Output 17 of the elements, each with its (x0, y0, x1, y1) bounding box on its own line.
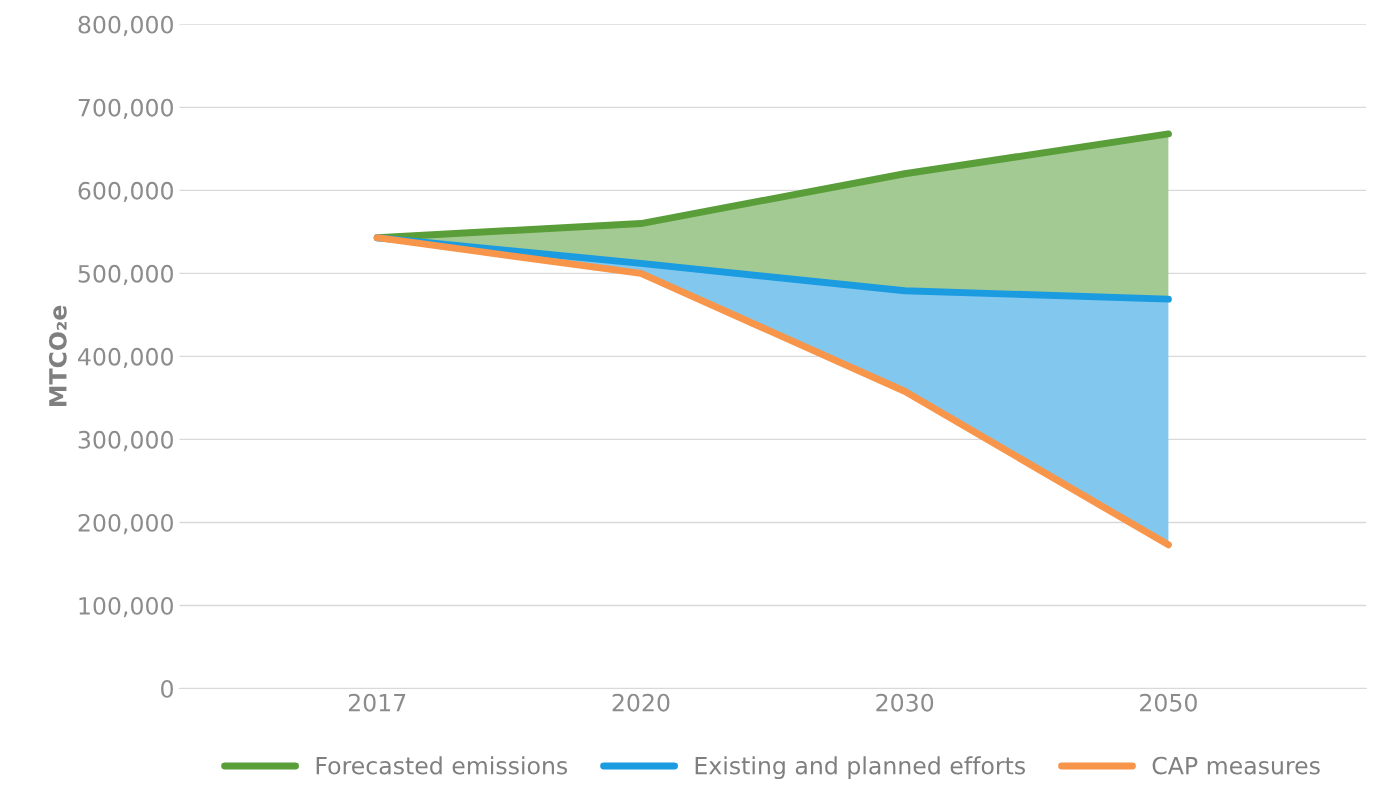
y-tick-label: 0 (161, 679, 173, 698)
x-tick-label: 2030 (876, 693, 934, 712)
y-tick-label: 500,000 (78, 264, 173, 286)
y-tick-label: 700,000 (78, 98, 173, 120)
y-tick-label: 400,000 (78, 347, 173, 369)
legend-label: Existing and planned efforts (695, 756, 1026, 780)
legend-label: Forecasted emissions (316, 756, 568, 775)
y-tick-label: 300,000 (78, 430, 173, 452)
legend-label: CAP measures (1152, 756, 1320, 775)
y-axis-title: MTCO₂e (48, 305, 67, 406)
y-tick-label: 800,000 (78, 15, 173, 37)
x-tick-label: 2017 (348, 693, 406, 712)
y-tick-label: 600,000 (78, 181, 173, 203)
y-tick-label: 200,000 (78, 513, 173, 535)
x-tick-label: 2050 (1140, 693, 1197, 712)
y-tick-label: 100,000 (79, 596, 173, 618)
x-tick-label: 2020 (612, 693, 670, 712)
